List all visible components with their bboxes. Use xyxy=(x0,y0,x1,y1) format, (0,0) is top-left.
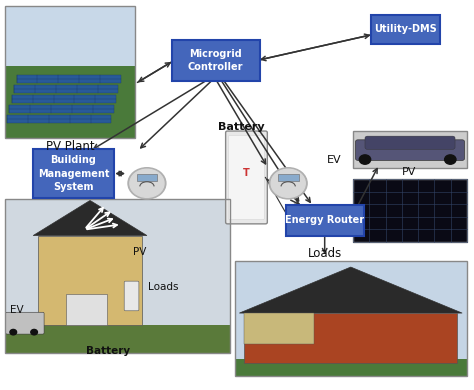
FancyBboxPatch shape xyxy=(5,199,230,353)
FancyBboxPatch shape xyxy=(235,261,467,376)
Text: EV: EV xyxy=(327,155,341,165)
Polygon shape xyxy=(239,267,462,313)
FancyBboxPatch shape xyxy=(285,205,364,236)
FancyBboxPatch shape xyxy=(226,131,267,224)
Text: PV Plant: PV Plant xyxy=(46,140,94,153)
FancyBboxPatch shape xyxy=(17,75,121,83)
Text: Energy Router: Energy Router xyxy=(285,215,364,225)
FancyBboxPatch shape xyxy=(66,294,107,325)
Text: T: T xyxy=(243,168,250,178)
Circle shape xyxy=(128,168,166,199)
Circle shape xyxy=(10,330,17,335)
FancyBboxPatch shape xyxy=(356,140,465,160)
FancyBboxPatch shape xyxy=(371,14,439,44)
Text: Utility-DMS: Utility-DMS xyxy=(374,24,437,34)
Circle shape xyxy=(271,169,305,197)
Text: PV: PV xyxy=(133,246,146,257)
Text: Battery: Battery xyxy=(86,346,130,356)
FancyBboxPatch shape xyxy=(278,174,299,181)
FancyBboxPatch shape xyxy=(244,313,314,344)
Text: PV: PV xyxy=(401,167,416,177)
FancyBboxPatch shape xyxy=(235,359,467,376)
Text: Microgrid
Controller: Microgrid Controller xyxy=(188,49,244,72)
FancyBboxPatch shape xyxy=(244,313,457,363)
Text: Loads: Loads xyxy=(308,247,342,260)
Text: EV: EV xyxy=(10,305,23,315)
Circle shape xyxy=(130,169,164,197)
FancyBboxPatch shape xyxy=(137,174,157,181)
Polygon shape xyxy=(33,200,147,236)
FancyBboxPatch shape xyxy=(5,66,135,138)
FancyBboxPatch shape xyxy=(228,135,264,220)
FancyBboxPatch shape xyxy=(5,325,230,353)
FancyBboxPatch shape xyxy=(353,179,467,242)
Text: Building
Management
System: Building Management System xyxy=(38,155,109,192)
FancyBboxPatch shape xyxy=(365,136,455,149)
FancyBboxPatch shape xyxy=(7,115,111,122)
FancyBboxPatch shape xyxy=(33,149,114,198)
FancyBboxPatch shape xyxy=(38,236,142,325)
Circle shape xyxy=(445,155,456,164)
FancyBboxPatch shape xyxy=(9,105,114,113)
FancyBboxPatch shape xyxy=(5,6,135,66)
Circle shape xyxy=(31,330,37,335)
Circle shape xyxy=(269,168,307,199)
FancyBboxPatch shape xyxy=(353,131,467,168)
Text: Loads: Loads xyxy=(148,282,179,292)
FancyBboxPatch shape xyxy=(12,95,116,103)
Text: Battery: Battery xyxy=(219,122,265,132)
FancyBboxPatch shape xyxy=(6,312,44,334)
FancyBboxPatch shape xyxy=(124,281,139,311)
FancyBboxPatch shape xyxy=(172,40,260,81)
Circle shape xyxy=(359,155,371,164)
FancyBboxPatch shape xyxy=(14,85,118,93)
